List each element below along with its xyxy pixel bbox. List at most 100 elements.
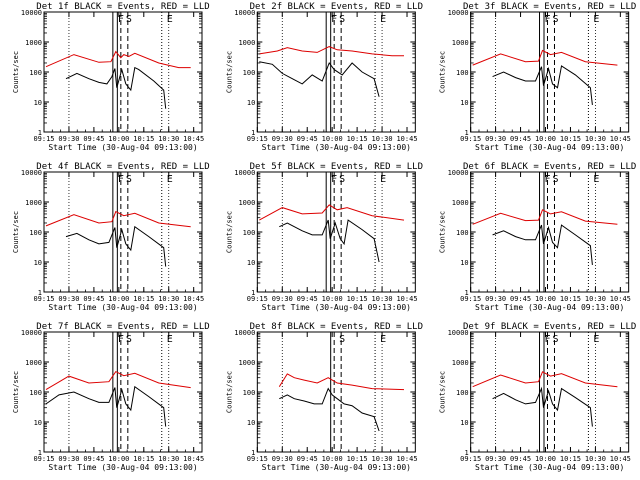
detector-panel-8: Det 8f BLACK = Events, RED = LLD S E 1 10 100… bbox=[225, 322, 423, 472]
x-tick-label: 10:30 bbox=[585, 295, 606, 303]
y-tick-label: 10 bbox=[460, 259, 468, 267]
events-series-line bbox=[65, 66, 167, 109]
x-tick-label: 10:15 bbox=[560, 295, 581, 303]
y-tick-label: 1 bbox=[251, 449, 255, 457]
flare-marker-e: E bbox=[380, 174, 386, 185]
x-tick-label: 10:15 bbox=[347, 455, 368, 463]
plot-frame bbox=[43, 171, 203, 293]
x-tick-label: 10:00 bbox=[322, 135, 343, 143]
flare-marker-s: S bbox=[126, 334, 132, 345]
y-tick-label: 1000 bbox=[25, 199, 42, 207]
flare-marker-e: E bbox=[380, 334, 386, 345]
y-tick-label: 100 bbox=[29, 229, 42, 237]
panel-title: Det 9f BLACK = Events, RED = LLD bbox=[463, 322, 636, 332]
x-tick-label: 10:45 bbox=[396, 455, 417, 463]
detector-panel-1: Det 1f BLACK = Events, RED = LLD F S E 1 10 10… bbox=[12, 2, 210, 152]
y-tick-label: 1000 bbox=[238, 359, 255, 367]
x-tick-label: 09:15 bbox=[247, 455, 268, 463]
x-tick-label: 09:30 bbox=[58, 455, 79, 463]
x-tick-label: 09:15 bbox=[460, 455, 481, 463]
y-tick-label: 100 bbox=[29, 69, 42, 77]
x-tick-label: 10:30 bbox=[158, 455, 179, 463]
y-tick-label: 10 bbox=[460, 419, 468, 427]
y-tick-label: 10000 bbox=[234, 169, 255, 177]
y-tick-label: 100 bbox=[29, 389, 42, 397]
flare-marker-s: S bbox=[126, 14, 132, 25]
flare-marker-f: F bbox=[545, 174, 551, 185]
x-tick-label: 09:30 bbox=[485, 455, 506, 463]
x-tick-label: 09:45 bbox=[83, 455, 104, 463]
flare-marker-f: F bbox=[545, 334, 551, 345]
y-axis-label: Counts/sec bbox=[12, 211, 20, 253]
x-tick-label: 10:30 bbox=[372, 135, 393, 143]
y-tick-label: 10000 bbox=[21, 329, 42, 337]
x-tick-label: 10:45 bbox=[396, 135, 417, 143]
x-tick-label: 10:15 bbox=[560, 455, 581, 463]
y-tick-label: 10 bbox=[247, 419, 255, 427]
flare-marker-e: E bbox=[593, 174, 599, 185]
events-series-line bbox=[279, 387, 380, 432]
flare-marker-f: F bbox=[118, 14, 124, 25]
x-tick-label: 10:30 bbox=[372, 295, 393, 303]
y-axis-label: Counts/sec bbox=[225, 371, 233, 413]
detector-panel-2: Det 2f BLACK = Events, RED = LLD F S E 1 10 10… bbox=[225, 2, 423, 152]
y-tick-label: 1 bbox=[464, 129, 468, 137]
y-tick-label: 1000 bbox=[452, 359, 469, 367]
flare-marker-f: F bbox=[118, 334, 124, 345]
x-tick-label: 10:00 bbox=[535, 295, 556, 303]
x-tick-label: 10:30 bbox=[585, 135, 606, 143]
plot-frame bbox=[256, 171, 416, 293]
x-tick-label: 09:45 bbox=[297, 295, 318, 303]
y-axis-label: Counts/sec bbox=[12, 371, 20, 413]
x-tick-label: 09:15 bbox=[33, 455, 54, 463]
x-tick-label: 10:30 bbox=[158, 135, 179, 143]
y-tick-label: 1000 bbox=[25, 359, 42, 367]
panel-title: Det 7f BLACK = Events, RED = LLD bbox=[36, 322, 209, 332]
y-tick-label: 1 bbox=[464, 289, 468, 297]
x-tick-label: 09:45 bbox=[297, 455, 318, 463]
panel-title: Det 1f BLACK = Events, RED = LLD bbox=[36, 2, 209, 12]
events-series-line bbox=[279, 219, 380, 263]
x-axis-label: Start Time (30-Aug-04 09:13:00) bbox=[48, 303, 197, 312]
y-tick-label: 100 bbox=[456, 69, 469, 77]
x-tick-label: 10:45 bbox=[610, 135, 631, 143]
y-tick-label: 10 bbox=[34, 419, 42, 427]
x-tick-label: 09:30 bbox=[272, 295, 293, 303]
x-tick-label: 10:15 bbox=[347, 295, 368, 303]
panel-title: Det 3f BLACK = Events, RED = LLD bbox=[463, 2, 636, 12]
y-tick-label: 10 bbox=[34, 99, 42, 107]
flare-marker-e: E bbox=[167, 174, 173, 185]
x-axis-label: Start Time (30-Aug-04 09:13:00) bbox=[475, 303, 624, 312]
x-tick-label: 10:00 bbox=[322, 295, 343, 303]
flare-marker-s: S bbox=[339, 334, 345, 345]
flare-marker-f: F bbox=[331, 174, 337, 185]
y-tick-label: 1 bbox=[38, 449, 42, 457]
x-tick-label: 10:45 bbox=[396, 295, 417, 303]
x-tick-label: 10:45 bbox=[183, 455, 204, 463]
flare-marker-e: E bbox=[167, 14, 173, 25]
detector-panel-9: Det 9f BLACK = Events, RED = LLD F S E 1 10 10… bbox=[439, 322, 637, 472]
y-tick-label: 1 bbox=[38, 129, 42, 137]
y-tick-label: 10000 bbox=[21, 9, 42, 17]
flare-marker-f: F bbox=[545, 14, 551, 25]
x-tick-label: 09:45 bbox=[297, 135, 318, 143]
panel-title: Det 8f BLACK = Events, RED = LLD bbox=[250, 322, 423, 332]
x-tick-label: 09:45 bbox=[83, 135, 104, 143]
x-tick-label: 10:15 bbox=[560, 135, 581, 143]
events-series-line bbox=[492, 224, 593, 265]
plot-frame bbox=[43, 331, 203, 453]
x-tick-label: 09:45 bbox=[510, 295, 531, 303]
flare-marker-e: E bbox=[380, 14, 386, 25]
y-axis-label: Counts/sec bbox=[439, 51, 447, 93]
flare-marker-f: F bbox=[118, 174, 124, 185]
panel-title: Det 4f BLACK = Events, RED = LLD bbox=[36, 162, 209, 172]
plot-frame bbox=[470, 331, 630, 453]
x-tick-label: 09:15 bbox=[247, 135, 268, 143]
y-tick-label: 1000 bbox=[452, 39, 469, 47]
lld-series-line bbox=[472, 371, 618, 388]
y-tick-label: 1 bbox=[251, 289, 255, 297]
events-series-line bbox=[259, 61, 380, 97]
y-tick-label: 100 bbox=[456, 389, 469, 397]
x-tick-label: 09:15 bbox=[247, 295, 268, 303]
